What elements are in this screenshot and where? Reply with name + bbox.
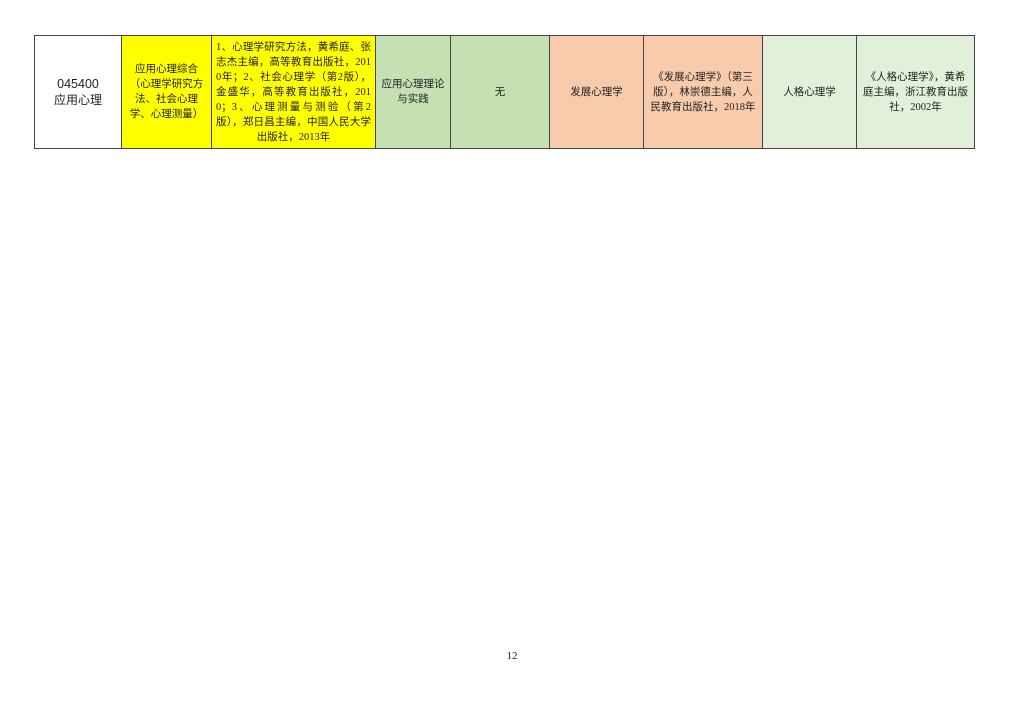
retest-references: 《发展心理学》（第三版），林崇德主编，人民教育出版社，2018年 [643, 35, 763, 149]
page-number: 12 [506, 650, 518, 662]
second-subject: 应用心理理论与实践 [375, 35, 451, 149]
extra-references: 《人格心理学》，黄希庭主编，浙江教育出版社，2002年 [856, 35, 975, 149]
exam-references: 1、心理学研究方法，黄希庭、张志杰主编，高等教育出版社，2010年；2、社会心理… [211, 35, 376, 149]
major-name: 应用心理 [53, 93, 102, 107]
retest-subject: 发展心理学 [549, 35, 644, 149]
extra-subject: 人格心理学 [762, 35, 857, 149]
table-row: 045400 应用心理 应用心理综合（心理学研究方法、社会心理学、心理测量） 1… [34, 35, 975, 149]
second-references: 无 [450, 35, 550, 149]
major-cell: 045400 应用心理 [34, 35, 122, 149]
major-table: 045400 应用心理 应用心理综合（心理学研究方法、社会心理学、心理测量） 1… [34, 35, 975, 149]
exam-subject: 应用心理综合（心理学研究方法、社会心理学、心理测量） [121, 35, 212, 149]
major-code: 045400 [57, 77, 99, 91]
